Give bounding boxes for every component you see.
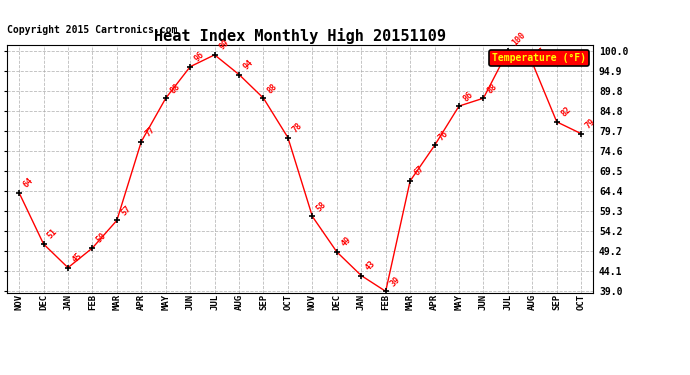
Text: 67: 67	[413, 164, 426, 178]
Text: 43: 43	[364, 259, 377, 272]
Text: 96: 96	[193, 50, 206, 63]
Text: 78: 78	[290, 121, 304, 135]
Text: 97: 97	[535, 46, 548, 60]
Text: 39: 39	[388, 275, 402, 288]
Text: 99: 99	[217, 38, 230, 52]
Text: 45: 45	[70, 251, 84, 264]
Legend: Temperature (°F): Temperature (°F)	[489, 50, 589, 66]
Text: 77: 77	[144, 125, 157, 138]
Title: Heat Index Monthly High 20151109: Heat Index Monthly High 20151109	[154, 28, 446, 44]
Text: 58: 58	[315, 200, 328, 213]
Text: 57: 57	[119, 204, 132, 217]
Text: 88: 88	[168, 82, 181, 95]
Text: 50: 50	[95, 231, 108, 245]
Text: 82: 82	[559, 105, 573, 119]
Text: 94: 94	[241, 58, 255, 71]
Text: 88: 88	[486, 82, 500, 95]
Text: 100: 100	[511, 31, 527, 48]
Text: 86: 86	[462, 90, 475, 103]
Text: 76: 76	[437, 129, 451, 142]
Text: Copyright 2015 Cartronics.com: Copyright 2015 Cartronics.com	[7, 25, 177, 35]
Text: 79: 79	[584, 117, 597, 130]
Text: 49: 49	[339, 236, 353, 249]
Text: 88: 88	[266, 82, 279, 95]
Text: 64: 64	[21, 176, 35, 190]
Text: 51: 51	[46, 227, 59, 241]
